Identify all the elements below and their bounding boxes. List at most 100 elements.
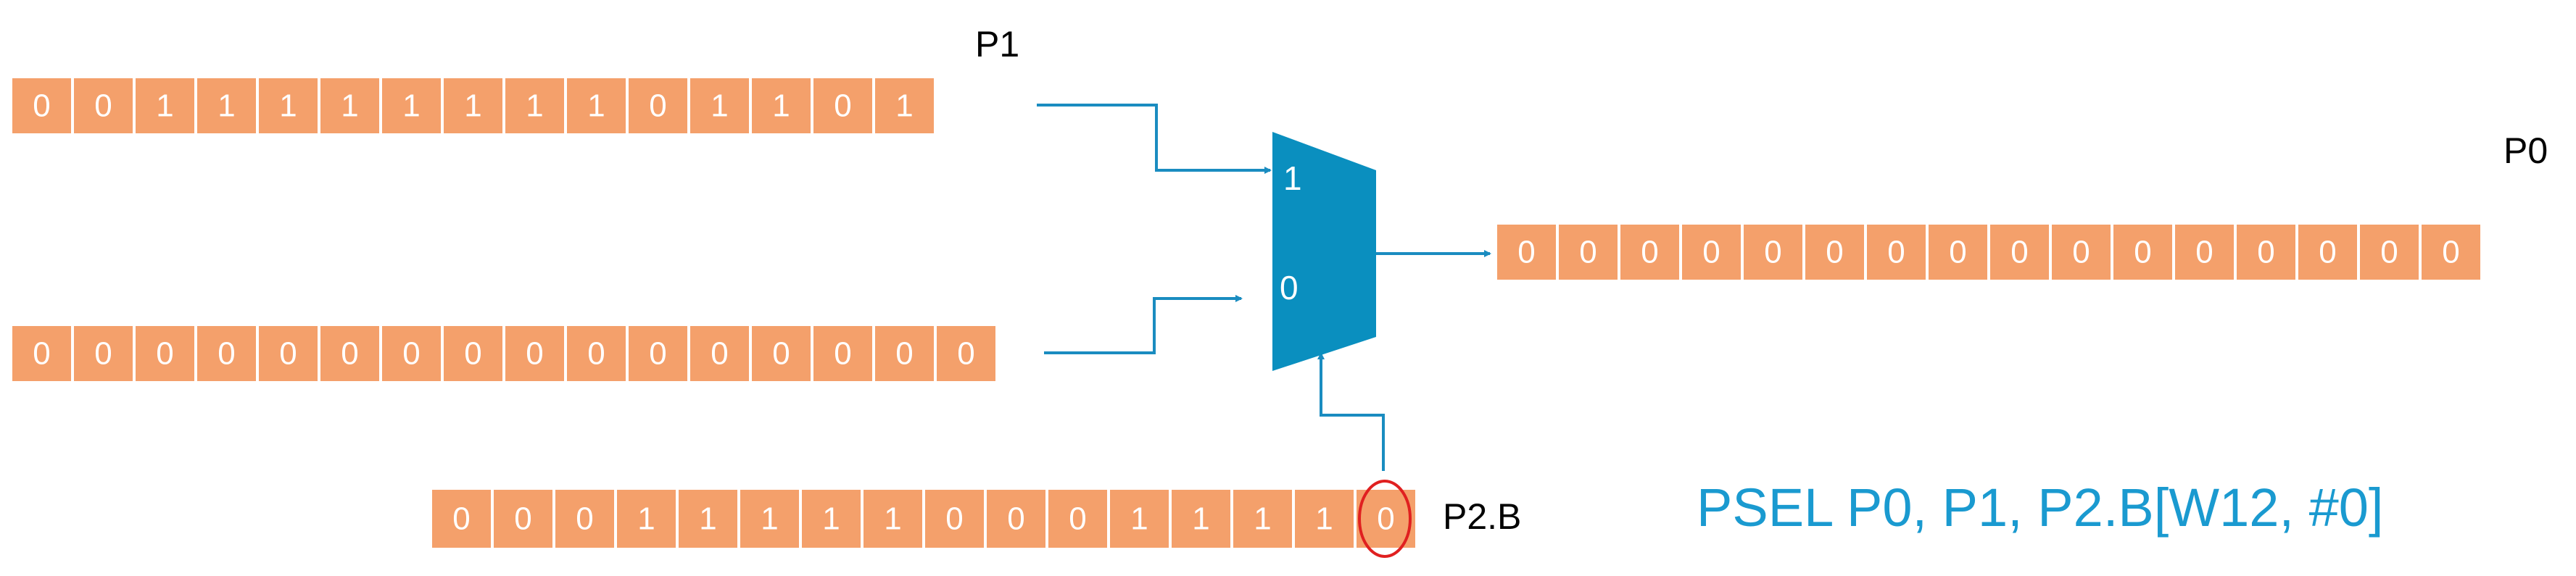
bit-cell xyxy=(567,78,626,133)
bit-value: 1 xyxy=(279,88,297,124)
bit-cell xyxy=(1620,225,1679,280)
bit-cell xyxy=(432,490,491,548)
bit-value: 0 xyxy=(711,336,728,372)
register-zero-input: 0 0 0 0 0 0 0 0 0 0 0 0 0 0 0 0 xyxy=(12,326,995,381)
bit-value: 0 xyxy=(452,501,470,537)
wire-p2b-to-mux-select xyxy=(1317,352,1385,471)
bit-cell xyxy=(259,78,318,133)
bit-value: 0 xyxy=(94,336,112,372)
bit-cell xyxy=(1744,225,1802,280)
bit-cell xyxy=(740,490,799,548)
bit-cell xyxy=(1172,490,1230,548)
bit-cell xyxy=(752,78,811,133)
bit-cell xyxy=(2237,225,2295,280)
bit-cell xyxy=(2298,225,2357,280)
bit-value: 0 xyxy=(1641,235,1658,270)
bit-value: 1 xyxy=(1315,501,1333,537)
bit-cell xyxy=(1682,225,1741,280)
multiplexer xyxy=(1272,132,1376,371)
register-p2b: 0 0 0 1 1 1 1 1 0 0 0 1 1 1 1 0 xyxy=(432,490,1415,548)
wire-zero-to-mux xyxy=(1044,295,1243,354)
bit-value: 0 xyxy=(1702,235,1720,270)
bit-cell xyxy=(1929,225,1987,280)
bit-cell xyxy=(74,78,133,133)
bit-value: 0 xyxy=(464,336,481,372)
bit-value: 0 xyxy=(1069,501,1086,537)
bit-value: 0 xyxy=(1579,235,1596,270)
bit-cell xyxy=(136,326,194,381)
bit-value: 0 xyxy=(341,336,358,372)
bit-cell xyxy=(987,490,1045,548)
bit-cell xyxy=(629,78,687,133)
bit-cell xyxy=(690,326,749,381)
bit-value: 0 xyxy=(945,501,963,537)
bit-cell xyxy=(2422,225,2480,280)
bit-value: 0 xyxy=(1887,235,1905,270)
wire-p1-to-mux xyxy=(1037,104,1272,174)
bit-cell xyxy=(320,326,379,381)
bit-cell xyxy=(74,326,133,381)
bit-cell xyxy=(12,326,71,381)
bit-value: 0 xyxy=(1517,235,1535,270)
bit-cell xyxy=(752,326,811,381)
bit-cell xyxy=(1295,490,1354,548)
bit-value: 0 xyxy=(94,88,112,124)
bit-cell xyxy=(937,326,995,381)
bit-cell xyxy=(875,326,934,381)
bit-value: 1 xyxy=(464,88,481,124)
bit-value: 0 xyxy=(2072,235,2090,270)
bit-value: 1 xyxy=(402,88,420,124)
bit-value: 0 xyxy=(218,336,235,372)
bit-cell xyxy=(1805,225,1864,280)
bit-value: 0 xyxy=(514,501,531,537)
p1-label: P1 xyxy=(975,24,1019,64)
bit-cell xyxy=(2113,225,2172,280)
bit-cell xyxy=(813,326,872,381)
bit-value: 0 xyxy=(2134,235,2151,270)
bit-cell xyxy=(1233,490,1292,548)
bit-value: 1 xyxy=(822,501,840,537)
bit-value: 0 xyxy=(576,501,593,537)
bit-value: 1 xyxy=(699,501,716,537)
bit-value: 0 xyxy=(587,336,605,372)
bit-value: 0 xyxy=(1377,501,1394,537)
bit-value: 0 xyxy=(834,336,851,372)
bit-cell xyxy=(494,490,552,548)
bit-cell xyxy=(505,78,564,133)
bit-value: 0 xyxy=(156,336,173,372)
p2b-label: P2.B xyxy=(1443,496,1521,537)
bit-cell xyxy=(690,78,749,133)
bit-value: 0 xyxy=(33,88,50,124)
bit-cell xyxy=(382,78,441,133)
bit-value: 1 xyxy=(637,501,655,537)
bit-value: 1 xyxy=(218,88,235,124)
bit-cell xyxy=(259,326,318,381)
bit-value: 1 xyxy=(587,88,605,124)
bit-cell xyxy=(505,326,564,381)
bit-value: 0 xyxy=(649,336,666,372)
bit-cell xyxy=(197,326,256,381)
bit-cell xyxy=(1990,225,2049,280)
register-p0: 0 0 0 0 0 0 0 0 0 0 0 0 0 0 0 0 xyxy=(1497,225,2480,280)
bit-value: 0 xyxy=(2319,235,2336,270)
bit-value: 0 xyxy=(279,336,297,372)
bit-value: 1 xyxy=(772,88,790,124)
bit-value: 0 xyxy=(1764,235,1781,270)
bit-cell xyxy=(197,78,256,133)
bit-value: 0 xyxy=(1949,235,1966,270)
bit-cell xyxy=(555,490,614,548)
bit-cell xyxy=(629,326,687,381)
bit-value: 0 xyxy=(1007,501,1024,537)
bit-cell xyxy=(1867,225,1926,280)
bit-value: 0 xyxy=(957,336,974,372)
bit-value: 0 xyxy=(1826,235,1843,270)
bit-cell xyxy=(864,490,922,548)
bit-value: 1 xyxy=(895,88,913,124)
bit-value: 1 xyxy=(1254,501,1271,537)
bit-value: 0 xyxy=(2380,235,2398,270)
bit-value: 0 xyxy=(2442,235,2459,270)
bit-value: 0 xyxy=(33,336,50,372)
bit-cell xyxy=(2052,225,2111,280)
bit-value: 1 xyxy=(526,88,543,124)
